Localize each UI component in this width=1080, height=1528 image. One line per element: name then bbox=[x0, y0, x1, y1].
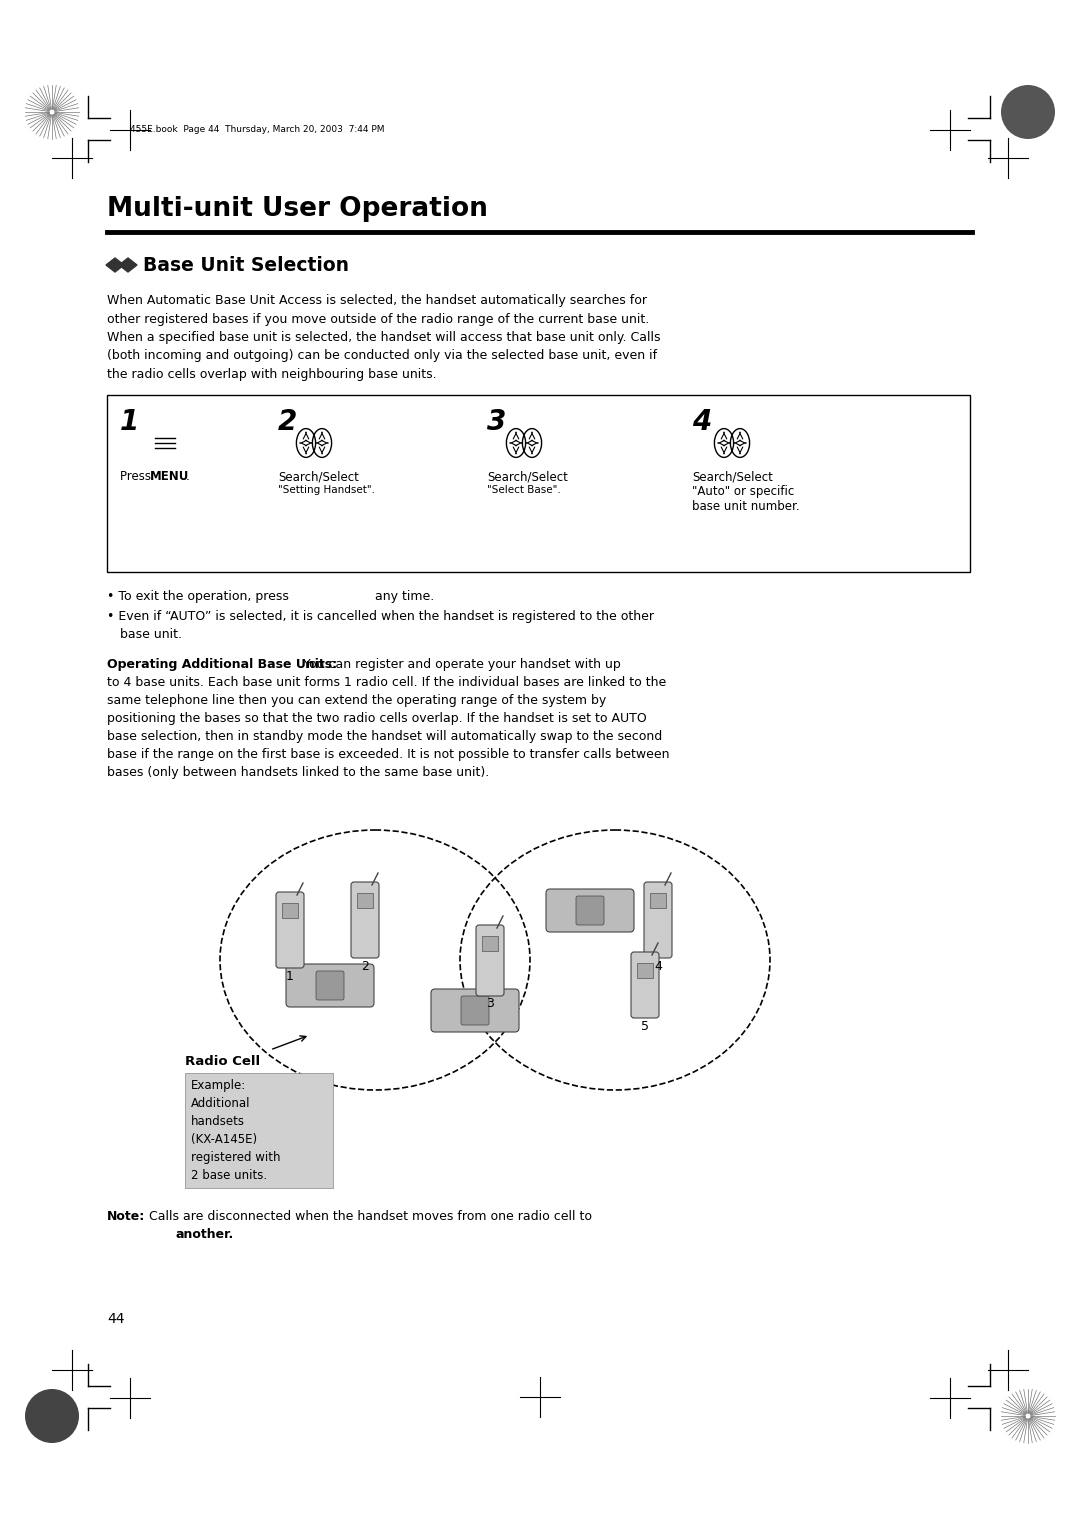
FancyBboxPatch shape bbox=[482, 937, 498, 950]
Text: "Auto" or specific: "Auto" or specific bbox=[692, 484, 794, 498]
FancyBboxPatch shape bbox=[357, 892, 373, 908]
FancyBboxPatch shape bbox=[282, 903, 298, 918]
Text: base unit.: base unit. bbox=[120, 628, 183, 642]
FancyBboxPatch shape bbox=[644, 882, 672, 958]
Text: 2: 2 bbox=[278, 408, 297, 435]
Text: to 4 base units. Each base unit forms 1 radio cell. If the individual bases are : to 4 base units. Each base unit forms 1 … bbox=[107, 675, 666, 689]
FancyBboxPatch shape bbox=[631, 952, 659, 1018]
FancyBboxPatch shape bbox=[286, 964, 374, 1007]
Text: same telephone line then you can extend the operating range of the system by: same telephone line then you can extend … bbox=[107, 694, 606, 707]
Text: Search/Select: Search/Select bbox=[692, 471, 773, 483]
FancyBboxPatch shape bbox=[546, 889, 634, 932]
FancyBboxPatch shape bbox=[650, 892, 666, 908]
Text: 5: 5 bbox=[642, 1021, 649, 1033]
FancyBboxPatch shape bbox=[576, 895, 604, 924]
Text: 3: 3 bbox=[486, 996, 494, 1010]
FancyBboxPatch shape bbox=[461, 996, 489, 1025]
Text: You can register and operate your handset with up: You can register and operate your handse… bbox=[299, 659, 621, 671]
Text: .: . bbox=[186, 471, 190, 483]
Text: bases (only between handsets linked to the same base unit).: bases (only between handsets linked to t… bbox=[107, 766, 489, 779]
Text: Operating Additional Base Units:: Operating Additional Base Units: bbox=[107, 659, 337, 671]
Text: 2: 2 bbox=[361, 960, 369, 973]
FancyBboxPatch shape bbox=[316, 970, 345, 999]
FancyBboxPatch shape bbox=[276, 892, 303, 969]
FancyBboxPatch shape bbox=[107, 396, 970, 571]
Text: Base Unit Selection: Base Unit Selection bbox=[143, 257, 349, 275]
Text: another.: another. bbox=[175, 1229, 233, 1241]
Text: Calls are disconnected when the handset moves from one radio cell to: Calls are disconnected when the handset … bbox=[149, 1210, 592, 1222]
Text: 44: 44 bbox=[107, 1313, 124, 1326]
Text: MENU: MENU bbox=[150, 471, 189, 483]
Text: 3: 3 bbox=[487, 408, 507, 435]
Text: 455E.book  Page 44  Thursday, March 20, 2003  7:44 PM: 455E.book Page 44 Thursday, March 20, 20… bbox=[130, 125, 384, 134]
Text: base selection, then in standby mode the handset will automatically swap to the : base selection, then in standby mode the… bbox=[107, 730, 662, 743]
FancyBboxPatch shape bbox=[351, 882, 379, 958]
Text: "Setting Handset".: "Setting Handset". bbox=[278, 484, 375, 495]
Text: 4: 4 bbox=[692, 408, 712, 435]
FancyBboxPatch shape bbox=[476, 924, 504, 996]
Text: 1: 1 bbox=[120, 408, 139, 435]
Polygon shape bbox=[106, 258, 124, 272]
Text: Radio Cell: Radio Cell bbox=[185, 1054, 260, 1068]
Text: Search/Select: Search/Select bbox=[278, 471, 359, 483]
Text: "Select Base".: "Select Base". bbox=[487, 484, 561, 495]
Text: Search/Select: Search/Select bbox=[487, 471, 568, 483]
FancyBboxPatch shape bbox=[431, 989, 519, 1031]
Text: • To exit the operation, press: • To exit the operation, press bbox=[107, 590, 293, 604]
Text: Example:
Additional
handsets
(KX-A145E)
registered with
2 base units.: Example: Additional handsets (KX-A145E) … bbox=[191, 1079, 281, 1183]
Text: positioning the bases so that the two radio cells overlap. If the handset is set: positioning the bases so that the two ra… bbox=[107, 712, 647, 724]
Text: Multi-unit User Operation: Multi-unit User Operation bbox=[107, 196, 488, 222]
Text: 1: 1 bbox=[286, 970, 294, 983]
FancyBboxPatch shape bbox=[185, 1073, 333, 1187]
Circle shape bbox=[1001, 86, 1055, 139]
FancyBboxPatch shape bbox=[637, 963, 653, 978]
Text: • Even if “AUTO” is selected, it is cancelled when the handset is registered to : • Even if “AUTO” is selected, it is canc… bbox=[107, 610, 654, 623]
Text: any time.: any time. bbox=[372, 590, 434, 604]
Text: 4: 4 bbox=[654, 960, 662, 973]
Text: base unit number.: base unit number. bbox=[692, 500, 799, 513]
Text: Note:: Note: bbox=[107, 1210, 145, 1222]
Text: base if the range on the first base is exceeded. It is not possible to transfer : base if the range on the first base is e… bbox=[107, 749, 670, 761]
Polygon shape bbox=[119, 258, 137, 272]
Text: When Automatic Base Unit Access is selected, the handset automatically searches : When Automatic Base Unit Access is selec… bbox=[107, 293, 661, 380]
Text: Press: Press bbox=[120, 471, 154, 483]
Circle shape bbox=[25, 1389, 79, 1442]
